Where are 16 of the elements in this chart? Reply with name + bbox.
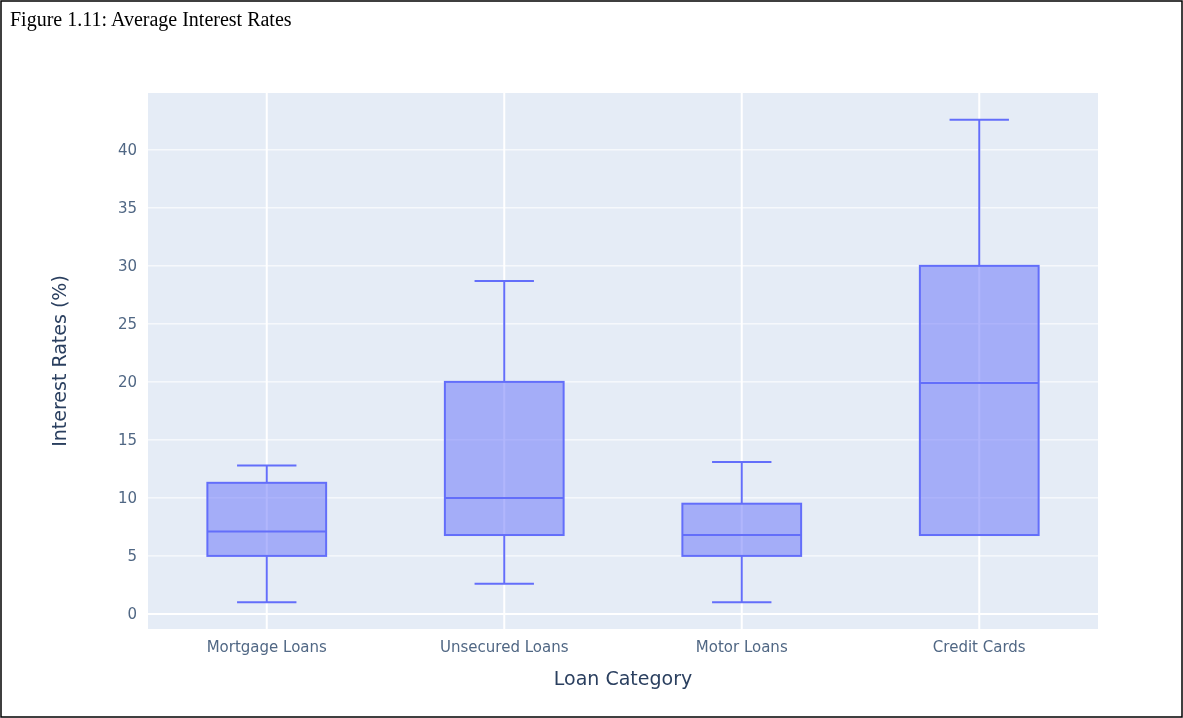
- x-tick-label: Mortgage Loans: [206, 637, 328, 656]
- x-tick-label: Unsecured Loans: [440, 637, 569, 656]
- y-tick-label: 15: [117, 431, 137, 450]
- x-tick-label: Motor Loans: [695, 637, 788, 656]
- y-tick-label: 5: [127, 547, 137, 566]
- y-tick-label: 25: [117, 315, 137, 334]
- y-tick-label: 20: [117, 373, 137, 392]
- y-tick-label: 0: [127, 605, 137, 624]
- x-tick-label: Credit Cards: [932, 637, 1026, 656]
- y-tick-label: 10: [117, 489, 137, 508]
- y-axis-title: Interest Rates (%): [48, 275, 70, 447]
- y-tick-label: 30: [117, 257, 137, 276]
- y-tick-label: 35: [117, 199, 137, 218]
- x-axis-title: Loan Category: [553, 667, 693, 689]
- y-tick-label: 40: [117, 141, 137, 160]
- chart-title: Figure 1.11: Average Interest Rates: [10, 8, 292, 31]
